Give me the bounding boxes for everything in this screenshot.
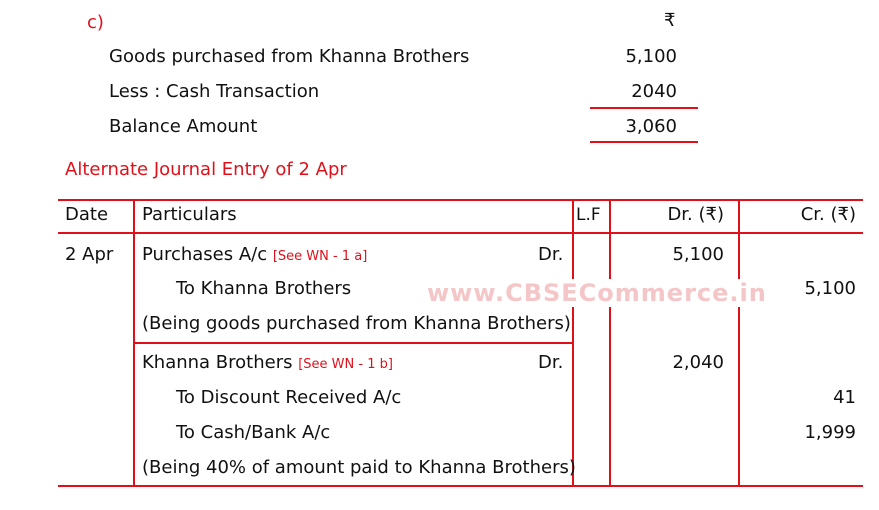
watermark: www.CBSECommerce.in xyxy=(423,279,771,307)
section-heading: Alternate Journal Entry of 2 Apr xyxy=(65,159,347,180)
dr-marker: Dr. xyxy=(538,244,564,265)
header-particulars: Particulars xyxy=(142,204,237,225)
credit-account: To Khanna Brothers xyxy=(176,278,352,299)
cr-amount: 1,999 xyxy=(804,422,856,443)
currency-symbol: ₹ xyxy=(664,10,676,31)
underline xyxy=(590,107,698,109)
narration: (Being 40% of amount paid to Khanna Brot… xyxy=(142,457,576,478)
entry-divider xyxy=(134,342,573,344)
column-divider xyxy=(738,199,740,487)
dr-amount: 2,040 xyxy=(672,352,724,373)
debit-account-name: Purchases A/c xyxy=(142,244,268,265)
calc-label: Goods purchased from Khanna Brothers xyxy=(109,46,470,67)
debit-account-name: Khanna Brothers xyxy=(142,352,293,373)
calc-value: 3,060 xyxy=(625,116,677,137)
table-border xyxy=(58,485,863,487)
underline xyxy=(590,141,698,143)
column-divider xyxy=(133,199,135,487)
column-divider xyxy=(609,199,611,487)
part-label: c) xyxy=(87,12,104,33)
cr-amount: 5,100 xyxy=(804,278,856,299)
narration: (Being goods purchased from Khanna Broth… xyxy=(142,313,571,334)
dr-marker: Dr. xyxy=(538,352,564,373)
table-border xyxy=(58,199,863,201)
debit-account: Khanna Brothers [See WN - 1 b] xyxy=(142,352,393,376)
credit-account: To Discount Received A/c xyxy=(176,387,402,408)
entry-date: 2 Apr xyxy=(65,244,114,265)
header-lf: L.F xyxy=(576,205,601,225)
header-dr: Dr. (₹) xyxy=(667,204,724,225)
cr-amount: 41 xyxy=(833,387,856,408)
debit-account: Purchases A/c [See WN - 1 a] xyxy=(142,244,367,268)
calc-value: 5,100 xyxy=(625,46,677,67)
calc-label: Less : Cash Transaction xyxy=(109,81,320,102)
header-cr: Cr. (₹) xyxy=(800,204,856,225)
table-border xyxy=(58,232,863,234)
dr-amount: 5,100 xyxy=(672,244,724,265)
column-divider xyxy=(572,199,574,487)
working-note-ref: [See WN - 1 a] xyxy=(272,249,368,264)
calc-value: 2040 xyxy=(631,81,677,102)
header-date: Date xyxy=(65,204,109,225)
calc-label: Balance Amount xyxy=(109,116,258,137)
working-note-ref: [See WN - 1 b] xyxy=(298,357,393,372)
credit-account: To Cash/Bank A/c xyxy=(176,422,331,443)
